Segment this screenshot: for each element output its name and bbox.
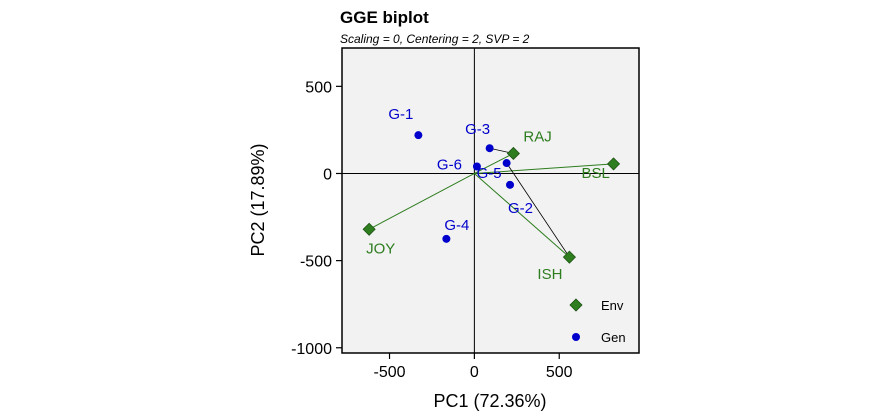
y-tick-label: -1000 [291,341,332,358]
legend-gen-marker [572,333,580,341]
y-tick-label: -500 [300,254,332,271]
plot-area [341,47,640,354]
env-point-label: BSL [582,165,610,182]
x-tick-label: 0 [470,364,479,381]
env-point-label: RAJ [523,128,551,145]
legend-env-marker [569,298,583,312]
gen-point-label: G-3 [465,121,490,138]
gen-point-marker [442,234,451,243]
chart-title: GGE biplot [340,8,429,27]
chart-subtitle: Scaling = 0, Centering = 2, SVP = 2 [340,32,530,46]
env-vector-line [474,173,570,258]
x-axis-label: PC1 (72.36%) [433,391,546,411]
gen-point-label: G-5 [477,165,502,182]
connector-line [506,162,570,258]
legend-gen-label: Gen [601,330,626,345]
legend: Env Gen [569,298,626,345]
env-point-marker [606,157,621,171]
legend-env-label: Env [601,298,624,313]
gen-point-label: G-4 [444,217,469,234]
env-point-marker [506,146,520,161]
gen-point-marker [506,180,515,189]
y-tick-label: 500 [305,79,332,96]
gen-point-marker [472,162,481,171]
env-point-label: JOY [366,240,395,257]
env-vector-line [368,173,475,230]
env-vector-line [474,163,614,174]
gen-point-label: G-1 [388,106,413,123]
env-vector-line [474,152,514,174]
y-axis-label: PC2 (17.89%) [248,143,268,256]
env-point-label: ISH [537,266,562,283]
gen-point-marker [414,131,423,140]
x-tick-label: 500 [546,364,573,381]
gen-point-label: G-6 [437,157,462,174]
y-tick-label: 0 [323,166,332,183]
gen-point-marker [502,159,511,168]
gen-point-marker [485,144,494,153]
x-tick-label: -500 [374,364,406,381]
env-point-marker [362,222,376,236]
gen-point-label: G-2 [508,200,533,217]
env-point-marker [562,250,576,264]
